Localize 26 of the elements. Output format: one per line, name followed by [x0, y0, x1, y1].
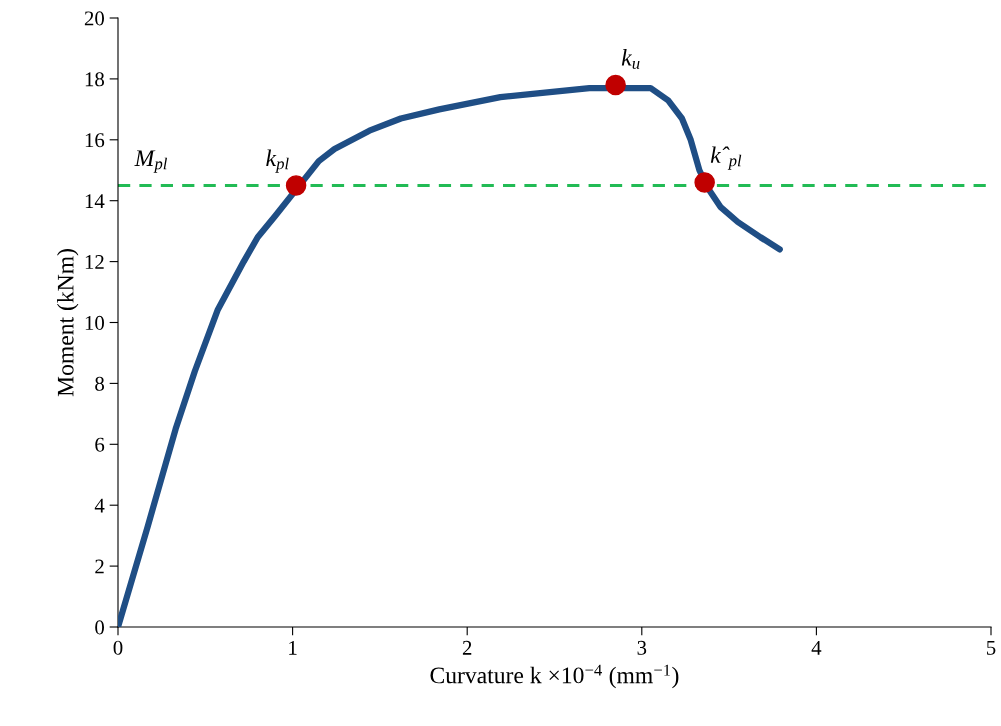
x-tick-label: 3	[637, 640, 647, 655]
y-tick-label: 2	[95, 559, 104, 574]
point	[285, 175, 307, 196]
x-tick-label: 0	[113, 640, 123, 655]
x-axis-title: Curvature k ×10$^{−4}$ (mm$^{−1}$)	[430, 664, 679, 689]
annotation: k$_{u}$	[621, 49, 640, 69]
y-tick-label: 0	[95, 620, 105, 635]
y-tick-label: 18	[85, 72, 105, 87]
y-tick-label: 12	[85, 255, 104, 269]
x-tick-label: 1	[289, 640, 297, 655]
y-tick-label: 10	[85, 315, 105, 330]
x-tick-label: 2	[462, 640, 472, 655]
ref-line-label: M$_{pl}$	[134, 150, 168, 173]
x-tick-label: 5	[987, 641, 996, 655]
y-tick-label: 8	[95, 376, 105, 391]
y-axis-title: Moment (kNm)	[57, 249, 79, 397]
point	[605, 74, 626, 96]
y-tick-label: 6	[95, 437, 105, 452]
annotation: k$_{pl}$	[266, 149, 289, 173]
y-tick-label: 16	[85, 133, 105, 148]
annotation: kˆ$_{pl}$	[710, 146, 742, 170]
x-tick-label: 4	[811, 640, 822, 655]
y-tick-label: 14	[85, 194, 105, 208]
y-tick-label: 4	[94, 498, 105, 513]
point	[694, 172, 715, 193]
y-tick-label: 20	[84, 11, 105, 26]
